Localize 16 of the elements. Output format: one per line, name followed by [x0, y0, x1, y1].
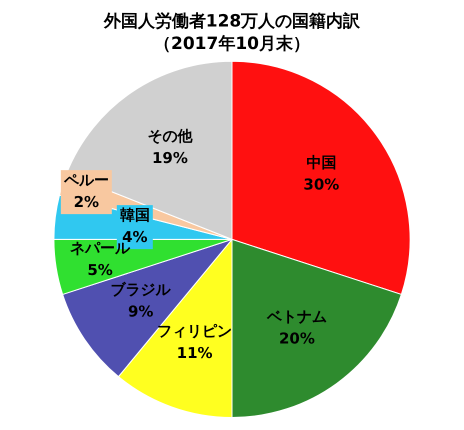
data-label: 30% [303, 175, 340, 194]
slice-label: その他 [147, 126, 194, 145]
slice-label: フィリピン [157, 322, 232, 340]
chart-subtitle: （2017年10月末） [154, 34, 310, 54]
slice-label: 中国 [306, 153, 336, 172]
slice-label: ペルー [62, 170, 109, 189]
data-label: 5% [87, 261, 113, 280]
data-label: 19% [152, 148, 188, 167]
data-label: 11% [176, 344, 213, 362]
slice-label: ベトナム [266, 308, 327, 326]
data-label: 2% [74, 192, 100, 211]
chart-title: 外国人労働者128万人の国籍内訳 [102, 12, 362, 32]
slice-label: ブラジル [110, 280, 172, 298]
data-label: 9% [128, 302, 154, 320]
slice-label: 韓国 [120, 206, 150, 224]
data-label: 20% [278, 330, 315, 348]
